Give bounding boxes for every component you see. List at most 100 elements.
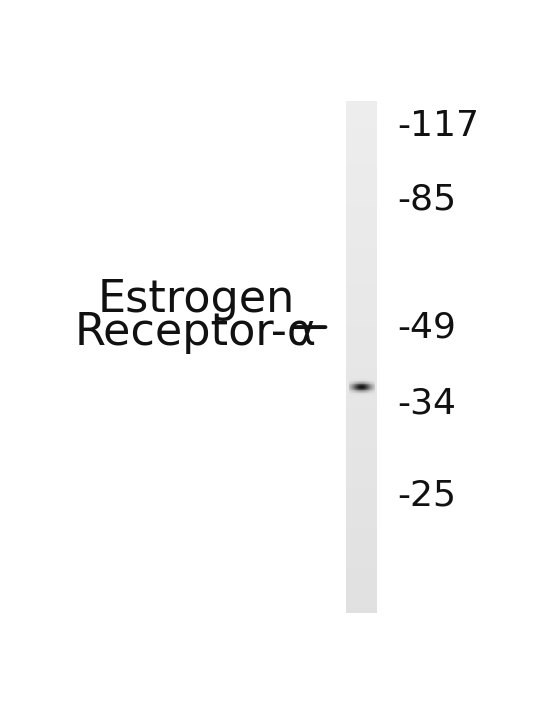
Bar — [346, 588, 377, 590]
Bar — [346, 554, 377, 556]
Bar — [346, 300, 377, 303]
Bar — [346, 501, 377, 503]
Bar — [346, 339, 377, 341]
Bar — [346, 595, 377, 597]
Bar — [346, 378, 377, 380]
Text: Receptor-α: Receptor-α — [74, 311, 317, 354]
Text: -25: -25 — [398, 479, 456, 513]
Bar — [346, 569, 377, 572]
Bar — [346, 398, 377, 401]
Bar — [346, 134, 377, 137]
Bar — [346, 160, 377, 163]
Bar — [346, 316, 377, 319]
Bar — [346, 132, 377, 134]
Bar — [346, 193, 377, 196]
Bar — [346, 298, 377, 300]
Bar — [346, 597, 377, 600]
Bar — [346, 170, 377, 173]
Bar — [346, 610, 377, 613]
Bar — [346, 582, 377, 585]
Bar — [346, 283, 377, 286]
Bar — [346, 534, 377, 536]
Bar — [346, 431, 377, 434]
Bar — [346, 117, 377, 119]
Bar — [346, 387, 377, 390]
Bar — [346, 173, 377, 175]
Bar — [346, 360, 377, 362]
Bar — [346, 196, 377, 199]
Bar — [346, 367, 377, 370]
Bar — [346, 219, 377, 221]
Bar — [346, 286, 377, 288]
Bar — [346, 257, 377, 259]
Bar — [346, 493, 377, 495]
Bar — [346, 165, 377, 168]
Bar — [346, 469, 377, 472]
Bar — [346, 462, 377, 464]
Bar — [346, 234, 377, 237]
Bar — [346, 313, 377, 316]
Bar — [346, 426, 377, 428]
Bar — [346, 178, 377, 180]
Bar — [346, 137, 377, 139]
Bar — [346, 204, 377, 206]
Bar — [346, 575, 377, 577]
Bar — [346, 515, 377, 518]
Bar — [346, 252, 377, 255]
Text: Estrogen: Estrogen — [97, 279, 295, 322]
Bar — [346, 245, 377, 247]
Bar — [346, 296, 377, 298]
Bar — [346, 416, 377, 419]
Bar — [346, 199, 377, 201]
Bar — [346, 421, 377, 423]
Bar — [346, 158, 377, 160]
Bar — [346, 319, 377, 321]
Bar — [346, 237, 377, 240]
Bar — [346, 488, 377, 490]
Bar — [346, 523, 377, 526]
Text: -34: -34 — [398, 386, 456, 420]
Bar — [346, 428, 377, 431]
Bar — [346, 180, 377, 183]
Bar — [346, 485, 377, 488]
Bar — [346, 332, 377, 334]
Bar — [346, 337, 377, 339]
Bar — [346, 362, 377, 365]
Bar — [346, 385, 377, 387]
Bar — [346, 186, 377, 188]
Bar — [346, 419, 377, 421]
Bar — [346, 168, 377, 170]
Bar — [346, 375, 377, 378]
Bar — [346, 152, 377, 155]
Bar — [346, 127, 377, 129]
Bar — [346, 457, 377, 460]
Bar — [346, 229, 377, 232]
Bar — [346, 226, 377, 229]
Bar — [346, 308, 377, 311]
Bar — [346, 112, 377, 114]
Bar — [346, 434, 377, 436]
Bar — [346, 608, 377, 610]
Bar — [346, 344, 377, 347]
Bar — [346, 460, 377, 462]
Bar — [346, 564, 377, 567]
Bar — [346, 542, 377, 544]
Bar — [346, 327, 377, 329]
Bar — [346, 380, 377, 382]
Bar — [346, 508, 377, 510]
Bar — [346, 247, 377, 250]
Bar — [346, 390, 377, 393]
Bar — [346, 444, 377, 447]
Bar — [346, 101, 377, 104]
Bar — [346, 472, 377, 474]
Bar — [346, 273, 377, 275]
Bar — [346, 201, 377, 204]
Bar — [346, 498, 377, 501]
Bar — [346, 482, 377, 485]
Bar — [346, 513, 377, 515]
Bar — [346, 401, 377, 403]
Bar — [346, 139, 377, 142]
Bar — [346, 270, 377, 273]
Bar — [346, 572, 377, 575]
Bar — [346, 510, 377, 513]
